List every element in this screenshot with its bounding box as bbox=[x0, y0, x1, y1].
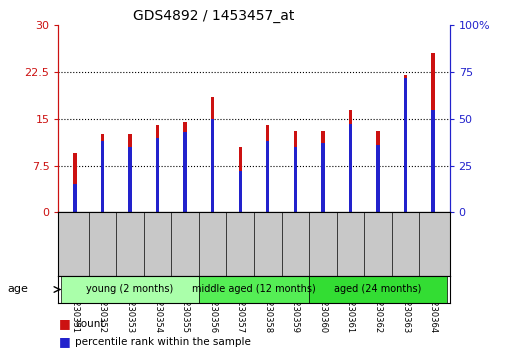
Bar bbox=[199, 276, 309, 303]
Text: young (2 months): young (2 months) bbox=[86, 285, 174, 294]
Bar bbox=[321, 143, 325, 212]
Bar bbox=[156, 138, 159, 212]
Bar bbox=[376, 145, 379, 212]
Bar bbox=[183, 122, 187, 212]
Text: middle aged (12 months): middle aged (12 months) bbox=[192, 285, 316, 294]
Bar bbox=[321, 131, 325, 212]
Bar bbox=[101, 141, 104, 212]
Bar bbox=[431, 110, 435, 212]
Bar bbox=[294, 147, 297, 212]
Text: percentile rank within the sample: percentile rank within the sample bbox=[75, 337, 251, 347]
Bar bbox=[294, 131, 297, 212]
Bar bbox=[73, 153, 77, 212]
Bar bbox=[239, 171, 242, 212]
Bar bbox=[61, 276, 199, 303]
Text: ■: ■ bbox=[58, 317, 70, 330]
Bar bbox=[266, 125, 269, 212]
Bar bbox=[349, 110, 352, 212]
Text: ■: ■ bbox=[58, 335, 70, 348]
Bar bbox=[156, 125, 159, 212]
Bar bbox=[376, 131, 379, 212]
Text: count: count bbox=[75, 319, 105, 329]
Bar bbox=[404, 78, 407, 212]
Text: aged (24 months): aged (24 months) bbox=[334, 285, 422, 294]
Bar bbox=[309, 276, 447, 303]
Bar bbox=[266, 141, 269, 212]
Bar bbox=[183, 132, 187, 212]
Bar bbox=[101, 134, 104, 212]
Bar bbox=[404, 75, 407, 212]
Bar bbox=[431, 53, 435, 212]
Bar bbox=[73, 184, 77, 212]
Bar bbox=[211, 119, 214, 212]
Bar bbox=[211, 97, 214, 212]
Bar bbox=[129, 134, 132, 212]
Text: GDS4892 / 1453457_at: GDS4892 / 1453457_at bbox=[133, 9, 294, 23]
Bar bbox=[239, 147, 242, 212]
Bar bbox=[129, 147, 132, 212]
Text: age: age bbox=[8, 284, 28, 294]
Bar bbox=[349, 125, 352, 212]
